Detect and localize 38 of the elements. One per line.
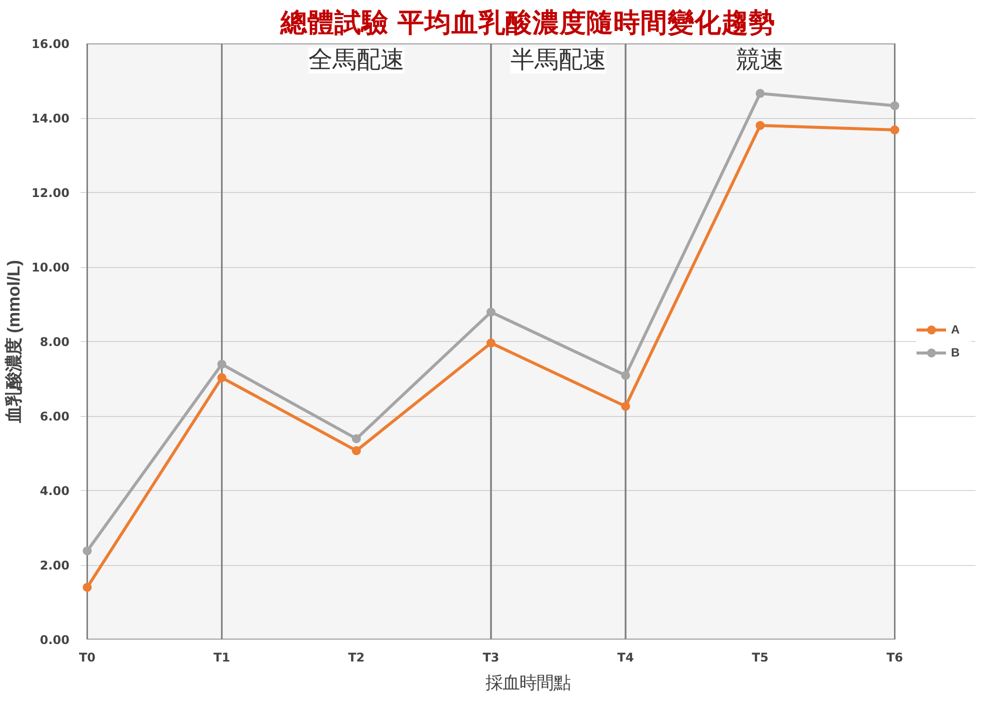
- y-tick-label: 14.00: [32, 112, 70, 126]
- x-tick-label: T4: [617, 650, 634, 664]
- x-tick-label: T5: [752, 650, 768, 664]
- y-axis-title: 血乳酸濃度 (mmol/L): [4, 260, 24, 424]
- x-tick-label: T6: [886, 650, 904, 664]
- y-tick-label: 16.00: [32, 37, 70, 51]
- y-tick-label: 0.00: [40, 633, 70, 647]
- point: [217, 360, 226, 369]
- x-axis-title: 採血時間點: [486, 672, 570, 692]
- y-tick-label: 6.00: [40, 410, 70, 424]
- band-label: 半馬配速: [510, 48, 606, 74]
- y-tick-label: 12.00: [32, 186, 70, 200]
- point: [352, 446, 361, 456]
- y-tick-label: 2.00: [40, 558, 70, 572]
- x-tick-label: T0: [78, 650, 96, 664]
- point: [621, 370, 630, 380]
- chart-title: 總體試驗 平均血乳酸濃度隨時間變化趨勢: [279, 8, 776, 38]
- x-tick-label: T2: [348, 650, 365, 664]
- point: [756, 88, 765, 98]
- legend-label: B: [951, 346, 961, 360]
- band-label: 全馬配速: [308, 48, 404, 74]
- point: [486, 308, 496, 317]
- point: [486, 338, 496, 348]
- y-tick-label: 8.00: [40, 335, 70, 349]
- y-tick-label: 4.00: [40, 484, 70, 498]
- point: [890, 125, 900, 134]
- legend-label: A: [951, 322, 961, 336]
- point: [82, 582, 92, 592]
- point: [217, 373, 226, 382]
- point: [352, 434, 361, 444]
- y-tick-label: 10.00: [32, 260, 70, 274]
- point: [621, 402, 630, 411]
- x-tick-label: T1: [214, 650, 230, 664]
- point: [82, 546, 92, 556]
- point: [890, 101, 900, 110]
- band-label: 競速: [736, 46, 784, 74]
- point: [756, 120, 765, 130]
- x-tick-label: T3: [482, 650, 500, 664]
